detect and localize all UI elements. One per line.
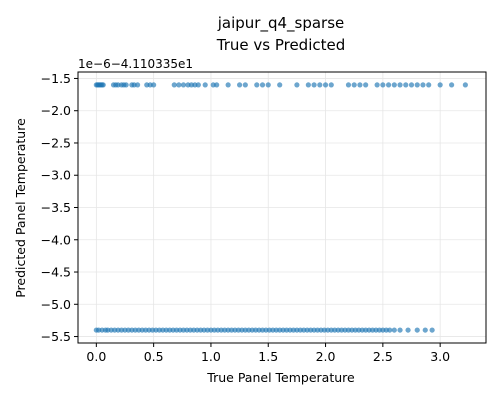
data-point [254,82,260,88]
x-tick-label: 2.5 [373,349,393,364]
data-point [385,82,392,88]
x-tick-label: 2.0 [316,349,336,364]
data-point [387,327,393,333]
data-point [414,327,420,333]
x-axis-label: True Panel Temperature [206,370,355,385]
x-tick-label: 0.0 [86,349,106,364]
data-point [351,82,357,88]
chart-subtitle: True vs Predicted [216,36,346,54]
y-tick-label: −4.5 [41,265,71,280]
x-tick-label: 1.5 [258,349,278,364]
data-point [225,82,231,88]
y-tick-label: −5.5 [41,329,71,344]
data-point [328,82,334,88]
data-point [391,82,397,88]
data-point [345,82,352,88]
y-tick-label: −3.0 [41,168,71,183]
data-point [195,82,201,88]
data-point [397,82,403,88]
x-tick-label: 1.0 [201,349,221,364]
x-tick-label: 0.5 [144,349,164,364]
data-point [305,82,311,88]
data-point [202,82,208,88]
data-point [357,82,363,88]
data-point [414,82,420,88]
data-point [259,82,266,88]
y-axis-offset-label: 1e−6−4.110335e1 [78,57,193,71]
data-point [171,82,177,88]
data-point [403,82,409,88]
data-point [391,327,397,333]
y-tick-label: −3.5 [41,200,71,215]
data-point [180,82,187,88]
data-point [449,82,455,88]
x-tick-label: 3.0 [430,349,450,364]
data-point [265,82,271,88]
data-point [462,82,468,88]
gridlines [78,72,486,343]
data-point [176,82,182,88]
data-point [123,82,129,88]
data-point [380,82,386,88]
data-point [426,82,432,88]
data-point [311,82,317,88]
y-tick-label: −4.0 [41,232,71,247]
x-axis-ticks: 0.0 0.5 1.0 1.5 2.0 2.5 3.0 [86,343,450,364]
y-axis-label: Predicted Panel Temperature [13,118,28,298]
data-point [242,82,248,88]
data-point [277,82,283,88]
data-point [363,82,369,88]
chart-title: jaipur_q4_sparse [217,14,345,33]
data-point [420,82,426,88]
data-point [408,82,415,88]
y-axis-ticks: −1.5 −2.0 −2.5 −3.0 −3.5 −4.0 −4.5 −5.0 −5.5 [41,71,78,344]
y-tick-label: −5.0 [41,297,71,312]
data-point [214,82,220,88]
data-point [429,327,435,333]
data-point [236,82,243,88]
y-tick-label: −1.5 [41,71,71,86]
data-point [374,82,380,88]
y-tick-label: −2.5 [41,135,71,150]
data-point [322,82,329,88]
data-point [405,327,411,333]
data-point [100,82,106,88]
data-point [437,82,443,88]
data-point [317,82,323,88]
y-tick-label: −2.0 [41,103,71,118]
data-point [134,82,141,88]
scatter-points [93,82,468,333]
data-point [397,327,403,333]
data-point [422,327,428,333]
data-point [294,82,300,88]
data-point [151,82,157,88]
